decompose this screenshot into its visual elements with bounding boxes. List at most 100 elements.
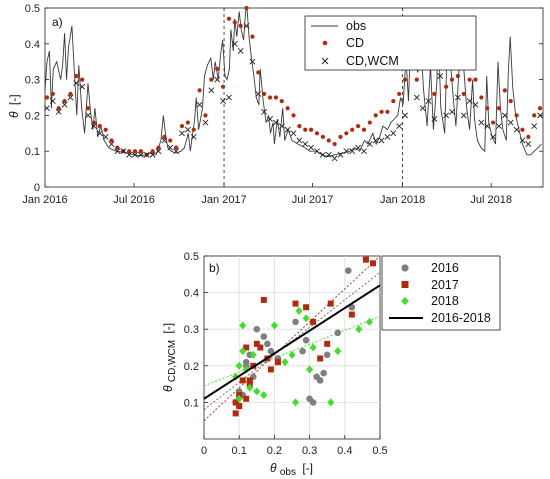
cd-point	[502, 88, 507, 93]
cdwcm-point	[272, 119, 279, 126]
cd-point	[414, 77, 419, 82]
point-2017	[257, 344, 264, 351]
cd-point	[203, 113, 208, 118]
legend-2016-swatch	[401, 264, 409, 272]
panel-a-x-ticks: Jan 2016 Jul 2016 Jan 2017 Jul 2017 Jan 2018…	[22, 183, 512, 206]
cd-point	[291, 113, 296, 118]
cd-point	[520, 127, 525, 132]
cdwcm-point	[343, 148, 350, 155]
panel-b-y-sub: CD,WCM	[167, 340, 178, 382]
cd-point	[44, 95, 50, 100]
cdwcm-point	[402, 112, 408, 119]
cd-point	[262, 91, 267, 97]
cd-point	[156, 145, 161, 150]
point-2018	[246, 383, 254, 392]
point-2017	[232, 410, 239, 417]
cd-point	[267, 95, 273, 100]
cdwcm-point	[44, 105, 50, 112]
cdwcm-point	[126, 151, 133, 158]
cdwcm-point	[214, 76, 221, 83]
legend-2016-label: 2016	[431, 261, 459, 275]
cd-point	[297, 124, 302, 129]
panel-b-x-axis-label: θ obs [-]	[270, 461, 313, 478]
legend-2018-swatch	[401, 297, 409, 305]
cdwcm-point	[167, 144, 174, 151]
point-2018	[306, 365, 314, 374]
point-2016	[309, 399, 317, 406]
point-2016	[320, 369, 327, 377]
cd-point	[162, 134, 167, 139]
cd-point	[514, 113, 519, 118]
point-2018	[355, 325, 363, 334]
point-2016	[302, 336, 310, 344]
legend-cd-label: CD	[346, 36, 364, 50]
cdwcm-point	[137, 151, 144, 158]
cdwcm-point	[355, 144, 362, 151]
cdwcm-point	[419, 105, 426, 112]
cd-point	[62, 98, 67, 104]
cdwcm-point	[484, 123, 491, 130]
point-2017	[324, 340, 331, 347]
panel-b-ytick-label: 0.4	[184, 288, 199, 300]
point-2018	[302, 314, 310, 323]
panel-a-y-axis-label: θ [-]	[7, 94, 21, 118]
cd-point	[256, 70, 261, 75]
legend-2017-swatch	[401, 281, 409, 288]
cdwcm-point	[366, 141, 373, 147]
cd-point	[174, 145, 179, 150]
cd-point	[338, 134, 343, 139]
cdwcm-point	[149, 151, 156, 158]
cd-point	[209, 77, 214, 82]
panel-a-ytick-label: 0.1	[25, 146, 40, 158]
panel-b-label: b)	[209, 261, 220, 275]
cdwcm-point	[55, 108, 62, 115]
cd-point	[473, 77, 478, 82]
cdwcm-point	[267, 116, 273, 122]
panel-b-xtick-label: 0.5	[372, 445, 387, 457]
cdwcm-point	[284, 126, 291, 133]
cdwcm-point	[460, 112, 467, 119]
point-2017	[236, 403, 243, 410]
cd-point	[250, 34, 255, 39]
cd-point	[432, 91, 437, 97]
cd-point	[197, 88, 202, 93]
cdwcm-point	[49, 98, 56, 104]
cd-point	[56, 106, 61, 111]
cd-point	[85, 106, 91, 111]
point-2018	[239, 347, 247, 356]
cdwcm-point	[261, 108, 268, 115]
cdwcm-point	[519, 137, 526, 144]
cd-point	[391, 98, 396, 104]
point-2018	[260, 391, 268, 400]
cd-point	[373, 113, 378, 118]
cd-point	[68, 91, 73, 97]
point-2018	[292, 398, 300, 407]
cd-point	[455, 73, 460, 79]
cdwcm-point	[220, 98, 226, 104]
cdwcm-point	[507, 119, 514, 126]
cdwcm-point	[226, 94, 232, 101]
point-2018	[239, 321, 247, 330]
cd-point	[109, 138, 114, 143]
panel-a-legend-box	[304, 15, 477, 71]
cdwcm-point	[190, 133, 197, 140]
cdwcm-point	[501, 112, 508, 119]
panel-b-fit-line	[203, 284, 381, 400]
cd-point	[103, 127, 108, 132]
cdwcm-point	[331, 155, 338, 162]
point-2018	[309, 343, 317, 352]
cdwcm-point	[490, 133, 497, 140]
point-2017	[348, 311, 355, 318]
cdwcm-point	[302, 141, 309, 147]
cd-point	[138, 149, 143, 154]
cdwcm-point	[179, 130, 185, 137]
panel-a-xtick-label: Jul 2016	[113, 194, 155, 206]
cd-point	[191, 127, 196, 132]
legend-2018-label: 2018	[431, 294, 459, 308]
cdwcm-point	[132, 151, 138, 158]
cdwcm-point	[478, 119, 485, 126]
cdwcm-point	[114, 148, 121, 155]
point-2016	[292, 318, 299, 326]
cdwcm-point	[390, 130, 397, 137]
panel-a-cdwcm-series	[44, 22, 543, 162]
